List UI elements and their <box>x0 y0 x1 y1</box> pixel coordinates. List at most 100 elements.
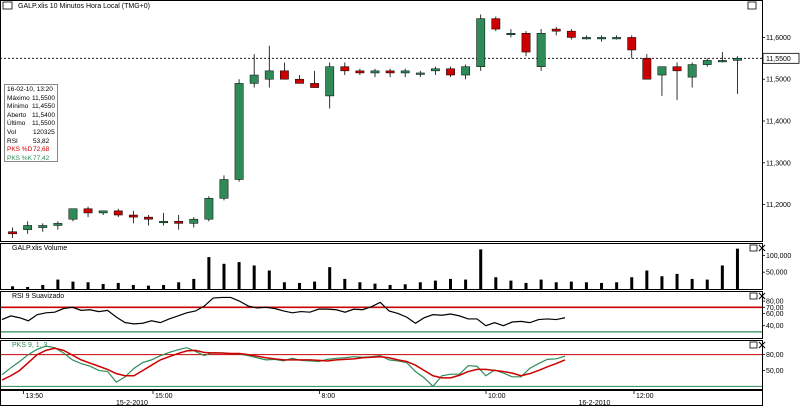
candle-body <box>415 72 425 75</box>
candle-body <box>325 66 335 97</box>
volume-bar <box>192 278 196 289</box>
price-tick-label: 11,5000 <box>766 77 791 84</box>
candle-body <box>204 198 214 220</box>
volume-bar <box>41 284 45 289</box>
volume-bar <box>494 277 498 289</box>
volume-bar <box>267 270 271 289</box>
candle-body <box>702 60 712 65</box>
candle-body <box>506 33 516 35</box>
date-label: 16-2-2010 <box>579 400 611 406</box>
pks-line-d <box>1 347 566 381</box>
volume-bar <box>86 282 90 289</box>
volume-bar <box>433 280 437 289</box>
time-tick-label: 8:00 <box>322 393 336 400</box>
candle-body <box>491 18 501 30</box>
price-tick-label: 11,4000 <box>766 119 791 126</box>
volume-bar <box>358 282 362 289</box>
volume-pane-maximize-icon[interactable] <box>749 244 758 252</box>
candle-body <box>279 70 289 80</box>
time-tick-label: 13:50 <box>26 393 44 400</box>
volume-bar <box>675 273 679 289</box>
rsi-pane-title: RSI 9 Suavizado <box>12 293 64 300</box>
candle-body <box>98 210 108 214</box>
volume-bar <box>569 281 573 289</box>
candlestick-series <box>8 14 742 238</box>
info-row-high: Máximo 11,5500 <box>7 94 55 102</box>
rsi-pane-maximize-icon[interactable] <box>749 292 758 300</box>
info-row-pks-d: PKS %D 72,68 <box>7 146 50 154</box>
volume-bar <box>116 282 120 289</box>
price-pane-restore-icon[interactable] <box>2 1 13 10</box>
time-tick-label: 10:00 <box>488 393 506 400</box>
volume-tick-label: 100,000 <box>766 253 791 260</box>
pks-pane-close-icon[interactable] <box>758 341 766 349</box>
candle-body <box>672 66 682 72</box>
volume-bar <box>539 279 543 289</box>
volume-bar <box>403 284 407 289</box>
candle-body <box>536 33 546 67</box>
last-price-box <box>762 52 800 64</box>
volume-bar <box>146 285 150 289</box>
volume-bar <box>660 276 664 289</box>
candle-body <box>431 68 440 72</box>
candle-body <box>476 18 486 67</box>
info-box: 16-02-10, 13:20 Máximo 11,5500 Mínimo 11,4… <box>4 84 58 162</box>
rsi-tick-label: 60,00 <box>766 311 784 318</box>
volume-bar <box>162 284 166 289</box>
candle-body <box>128 214 138 218</box>
volume-bar <box>222 263 226 289</box>
candle-body <box>234 83 244 180</box>
candle-body <box>582 37 591 40</box>
volume-bar <box>11 286 15 289</box>
candle-body <box>355 70 365 74</box>
price-axis: 11,6000 11,5500 11,5000 11,4000 11,3000 11,20… <box>0 35 800 209</box>
time-axis: 13:50 15:00 8:00 10:00 12:00 15-2-2010 16-2-20… <box>23 391 654 406</box>
candle-body <box>566 30 576 38</box>
price-pane-maximize-icon[interactable] <box>747 1 757 10</box>
volume-bar <box>252 265 256 289</box>
candle-body <box>717 60 727 63</box>
candle-body <box>174 221 184 224</box>
price-tick-label: 11,3000 <box>766 160 791 167</box>
price-pane-frame <box>0 0 763 242</box>
volume-bar <box>630 277 634 289</box>
volume-bar <box>56 279 60 289</box>
candle-body <box>627 37 637 51</box>
pks-pane-frame <box>0 340 763 390</box>
candle-body <box>68 208 78 220</box>
volume-bar <box>509 280 513 289</box>
volume-bar <box>645 270 649 289</box>
volume-bar <box>600 282 604 289</box>
volume-bar <box>26 286 30 289</box>
candle-body <box>249 74 259 84</box>
candle-body <box>8 231 17 235</box>
volume-bar <box>131 284 135 289</box>
volume-bar <box>720 265 724 289</box>
volume-bar <box>237 262 241 289</box>
info-date: 16-02-10, 13:20 <box>7 86 53 93</box>
volume-bar <box>177 282 181 289</box>
volume-bar <box>690 278 694 289</box>
candle-body <box>551 28 561 32</box>
volume-tick-label: 50,000 <box>766 270 788 277</box>
pks-pane-maximize-icon[interactable] <box>749 341 758 349</box>
price-tick-label: 11,6000 <box>766 35 791 42</box>
volume-bar <box>464 279 468 289</box>
volume-bar <box>71 281 75 289</box>
volume-bar <box>343 278 347 289</box>
volume-pane-frame <box>0 243 763 290</box>
candle-body <box>219 179 229 199</box>
info-row-volume: Vol 120325 <box>7 128 55 136</box>
candle-body <box>189 218 199 224</box>
volume-pane-title: GALP.xlis Volume <box>12 245 67 252</box>
volume-bar <box>282 282 286 289</box>
candle-body <box>113 210 123 216</box>
volume-pane-close-icon[interactable] <box>758 244 766 252</box>
candle-body <box>657 66 667 76</box>
info-row-open: Aberto 11,5400 <box>7 111 55 119</box>
rsi-pane-close-icon[interactable] <box>758 292 766 300</box>
volume-bar <box>418 282 422 289</box>
candle-body <box>400 70 410 74</box>
candle-body <box>687 64 697 78</box>
